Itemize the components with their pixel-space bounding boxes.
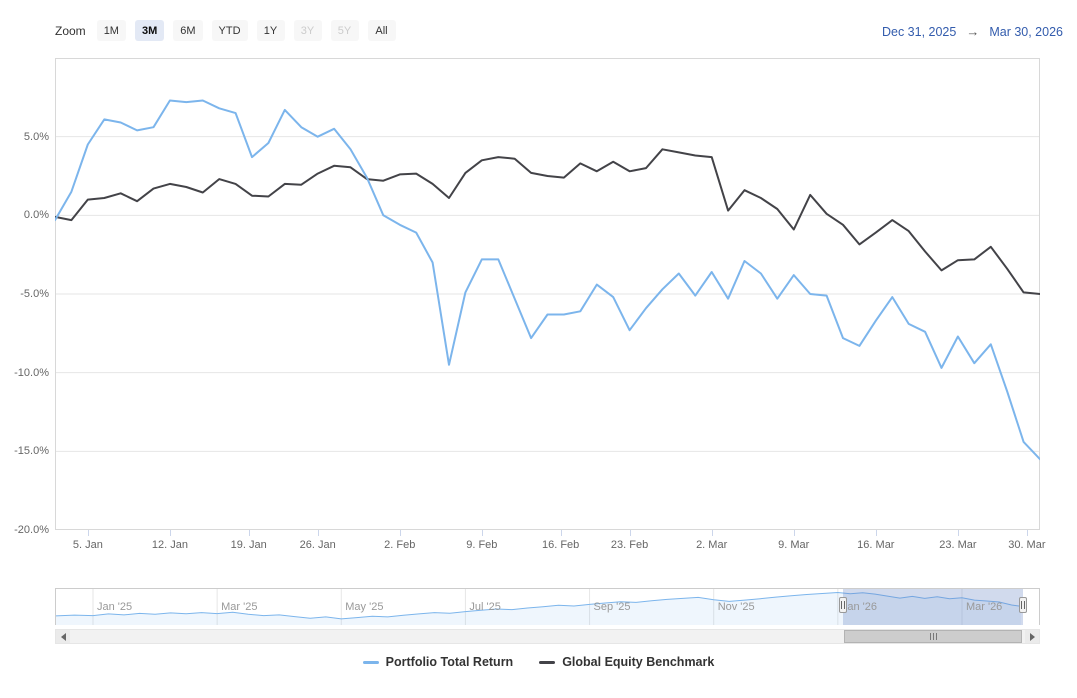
thumb-rivet bbox=[929, 633, 931, 640]
range-button-1m[interactable]: 1M bbox=[96, 20, 126, 41]
legend-item-benchmark[interactable]: Global Equity Benchmark bbox=[539, 655, 714, 669]
handle-grip-line bbox=[844, 601, 845, 609]
range-button-all[interactable]: All bbox=[367, 20, 396, 41]
navigator-left-handle[interactable] bbox=[839, 597, 847, 613]
scrollbar-track[interactable] bbox=[55, 629, 1040, 644]
x-axis-tick bbox=[399, 530, 401, 536]
x-axis-label: 30. Mar bbox=[1008, 539, 1046, 551]
navigator-month-label: Sep '25 bbox=[593, 601, 631, 613]
y-axis-label: -15.0% bbox=[14, 445, 49, 458]
zoom-label: Zoom bbox=[55, 23, 86, 38]
benchmark-line bbox=[55, 148, 1040, 295]
legend-item-portfolio[interactable]: Portfolio Total Return bbox=[362, 655, 514, 669]
legend-label: Global Equity Benchmark bbox=[562, 655, 715, 669]
handle-grip-line bbox=[841, 601, 842, 609]
x-axis-tick bbox=[317, 530, 319, 536]
y-axis-label: -5.0% bbox=[20, 288, 49, 300]
scrollbar-left-button[interactable] bbox=[56, 630, 70, 643]
navigator[interactable] bbox=[55, 588, 1040, 625]
y-axis-label: 5.0% bbox=[23, 130, 49, 143]
x-axis-tick bbox=[711, 530, 713, 536]
portfolio-line-swatch bbox=[362, 660, 379, 664]
x-axis-label: 12. Jan bbox=[151, 539, 188, 551]
navigator-svg bbox=[55, 588, 1040, 625]
x-axis-tick bbox=[1026, 530, 1028, 536]
arrow-right-icon: → bbox=[966, 24, 980, 39]
benchmark-line-swatch bbox=[539, 660, 556, 664]
navigator-selected-range[interactable] bbox=[843, 588, 1023, 625]
navigator-month-label: Jan '26 bbox=[841, 601, 877, 613]
x-axis-label: 26. Jan bbox=[299, 539, 336, 551]
portfolio-line bbox=[55, 99, 1040, 461]
x-axis-tick bbox=[875, 530, 877, 536]
x-axis-label: 2. Feb bbox=[384, 539, 416, 551]
x-axis-tick bbox=[957, 530, 959, 536]
thumb-rivet bbox=[935, 633, 937, 640]
x-axis-tick bbox=[793, 530, 795, 536]
range-button-ytd[interactable]: YTD bbox=[211, 20, 248, 41]
scrollbar-thumb[interactable] bbox=[844, 630, 1022, 643]
navigator-right-handle[interactable] bbox=[1019, 597, 1027, 613]
x-axis-label: 2. Mar bbox=[696, 539, 728, 551]
x-axis-tick bbox=[560, 530, 562, 536]
range-button-6m[interactable]: 6M bbox=[173, 20, 203, 41]
navigator-month-label: Jan '25 bbox=[97, 601, 133, 613]
legend: Portfolio Total Return Global Equity Ben… bbox=[0, 655, 1077, 669]
date-from-input[interactable]: Dec 31, 2025 bbox=[881, 24, 957, 39]
y-axis-label: -10.0% bbox=[14, 366, 49, 379]
navigator-month-label: Nov '25 bbox=[717, 601, 755, 613]
date-range: Dec 31, 2025 → Mar 30, 2026 bbox=[882, 24, 1063, 39]
thumb-rivet bbox=[932, 633, 934, 640]
x-axis-label: 16. Feb bbox=[541, 539, 580, 551]
navigator-month-label: Mar '25 bbox=[221, 601, 258, 613]
plot-area[interactable] bbox=[55, 58, 1040, 530]
x-axis-tick bbox=[87, 530, 89, 536]
date-to-input[interactable]: Mar 30, 2026 bbox=[989, 24, 1063, 39]
x-axis-tick bbox=[629, 530, 631, 536]
handle-grip-line bbox=[1024, 601, 1025, 609]
main-chart-svg bbox=[55, 58, 1040, 530]
range-button-3y: 3Y bbox=[293, 20, 322, 41]
legend-label: Portfolio Total Return bbox=[385, 655, 514, 669]
range-button-3m[interactable]: 3M bbox=[134, 20, 165, 41]
handle-grip-line bbox=[1021, 601, 1022, 609]
range-button-1y[interactable]: 1Y bbox=[256, 20, 285, 41]
navigator-month-label: Mar '26 bbox=[965, 601, 1003, 613]
x-axis-label: 19. Jan bbox=[230, 539, 267, 551]
x-axis-label: 23. Feb bbox=[610, 539, 649, 551]
x-axis-tick bbox=[481, 530, 483, 536]
x-axis-label: 23. Mar bbox=[939, 539, 977, 551]
y-axis-label: 0.0% bbox=[23, 209, 49, 222]
scrollbar-right-button[interactable] bbox=[1025, 630, 1039, 643]
navigator-month-label: May '25 bbox=[345, 601, 384, 613]
x-axis-label: 5. Jan bbox=[72, 539, 103, 551]
x-axis-tick bbox=[248, 530, 250, 536]
range-button-5y: 5Y bbox=[330, 20, 359, 41]
x-axis-label: 16. Mar bbox=[857, 539, 895, 551]
range-selector: Zoom 1M 3M 6M YTD 1Y 3Y 5Y All bbox=[55, 20, 396, 41]
arrow-left-icon bbox=[60, 632, 66, 641]
navigator-month-label: Jul '25 bbox=[469, 601, 501, 613]
x-axis-label: 9. Mar bbox=[778, 539, 810, 551]
arrow-right-icon bbox=[1029, 632, 1035, 641]
x-axis-tick bbox=[169, 530, 171, 536]
y-axis-label: -20.0% bbox=[14, 524, 49, 536]
x-axis-label: 9. Feb bbox=[466, 539, 498, 551]
navigator-line bbox=[55, 591, 1021, 620]
